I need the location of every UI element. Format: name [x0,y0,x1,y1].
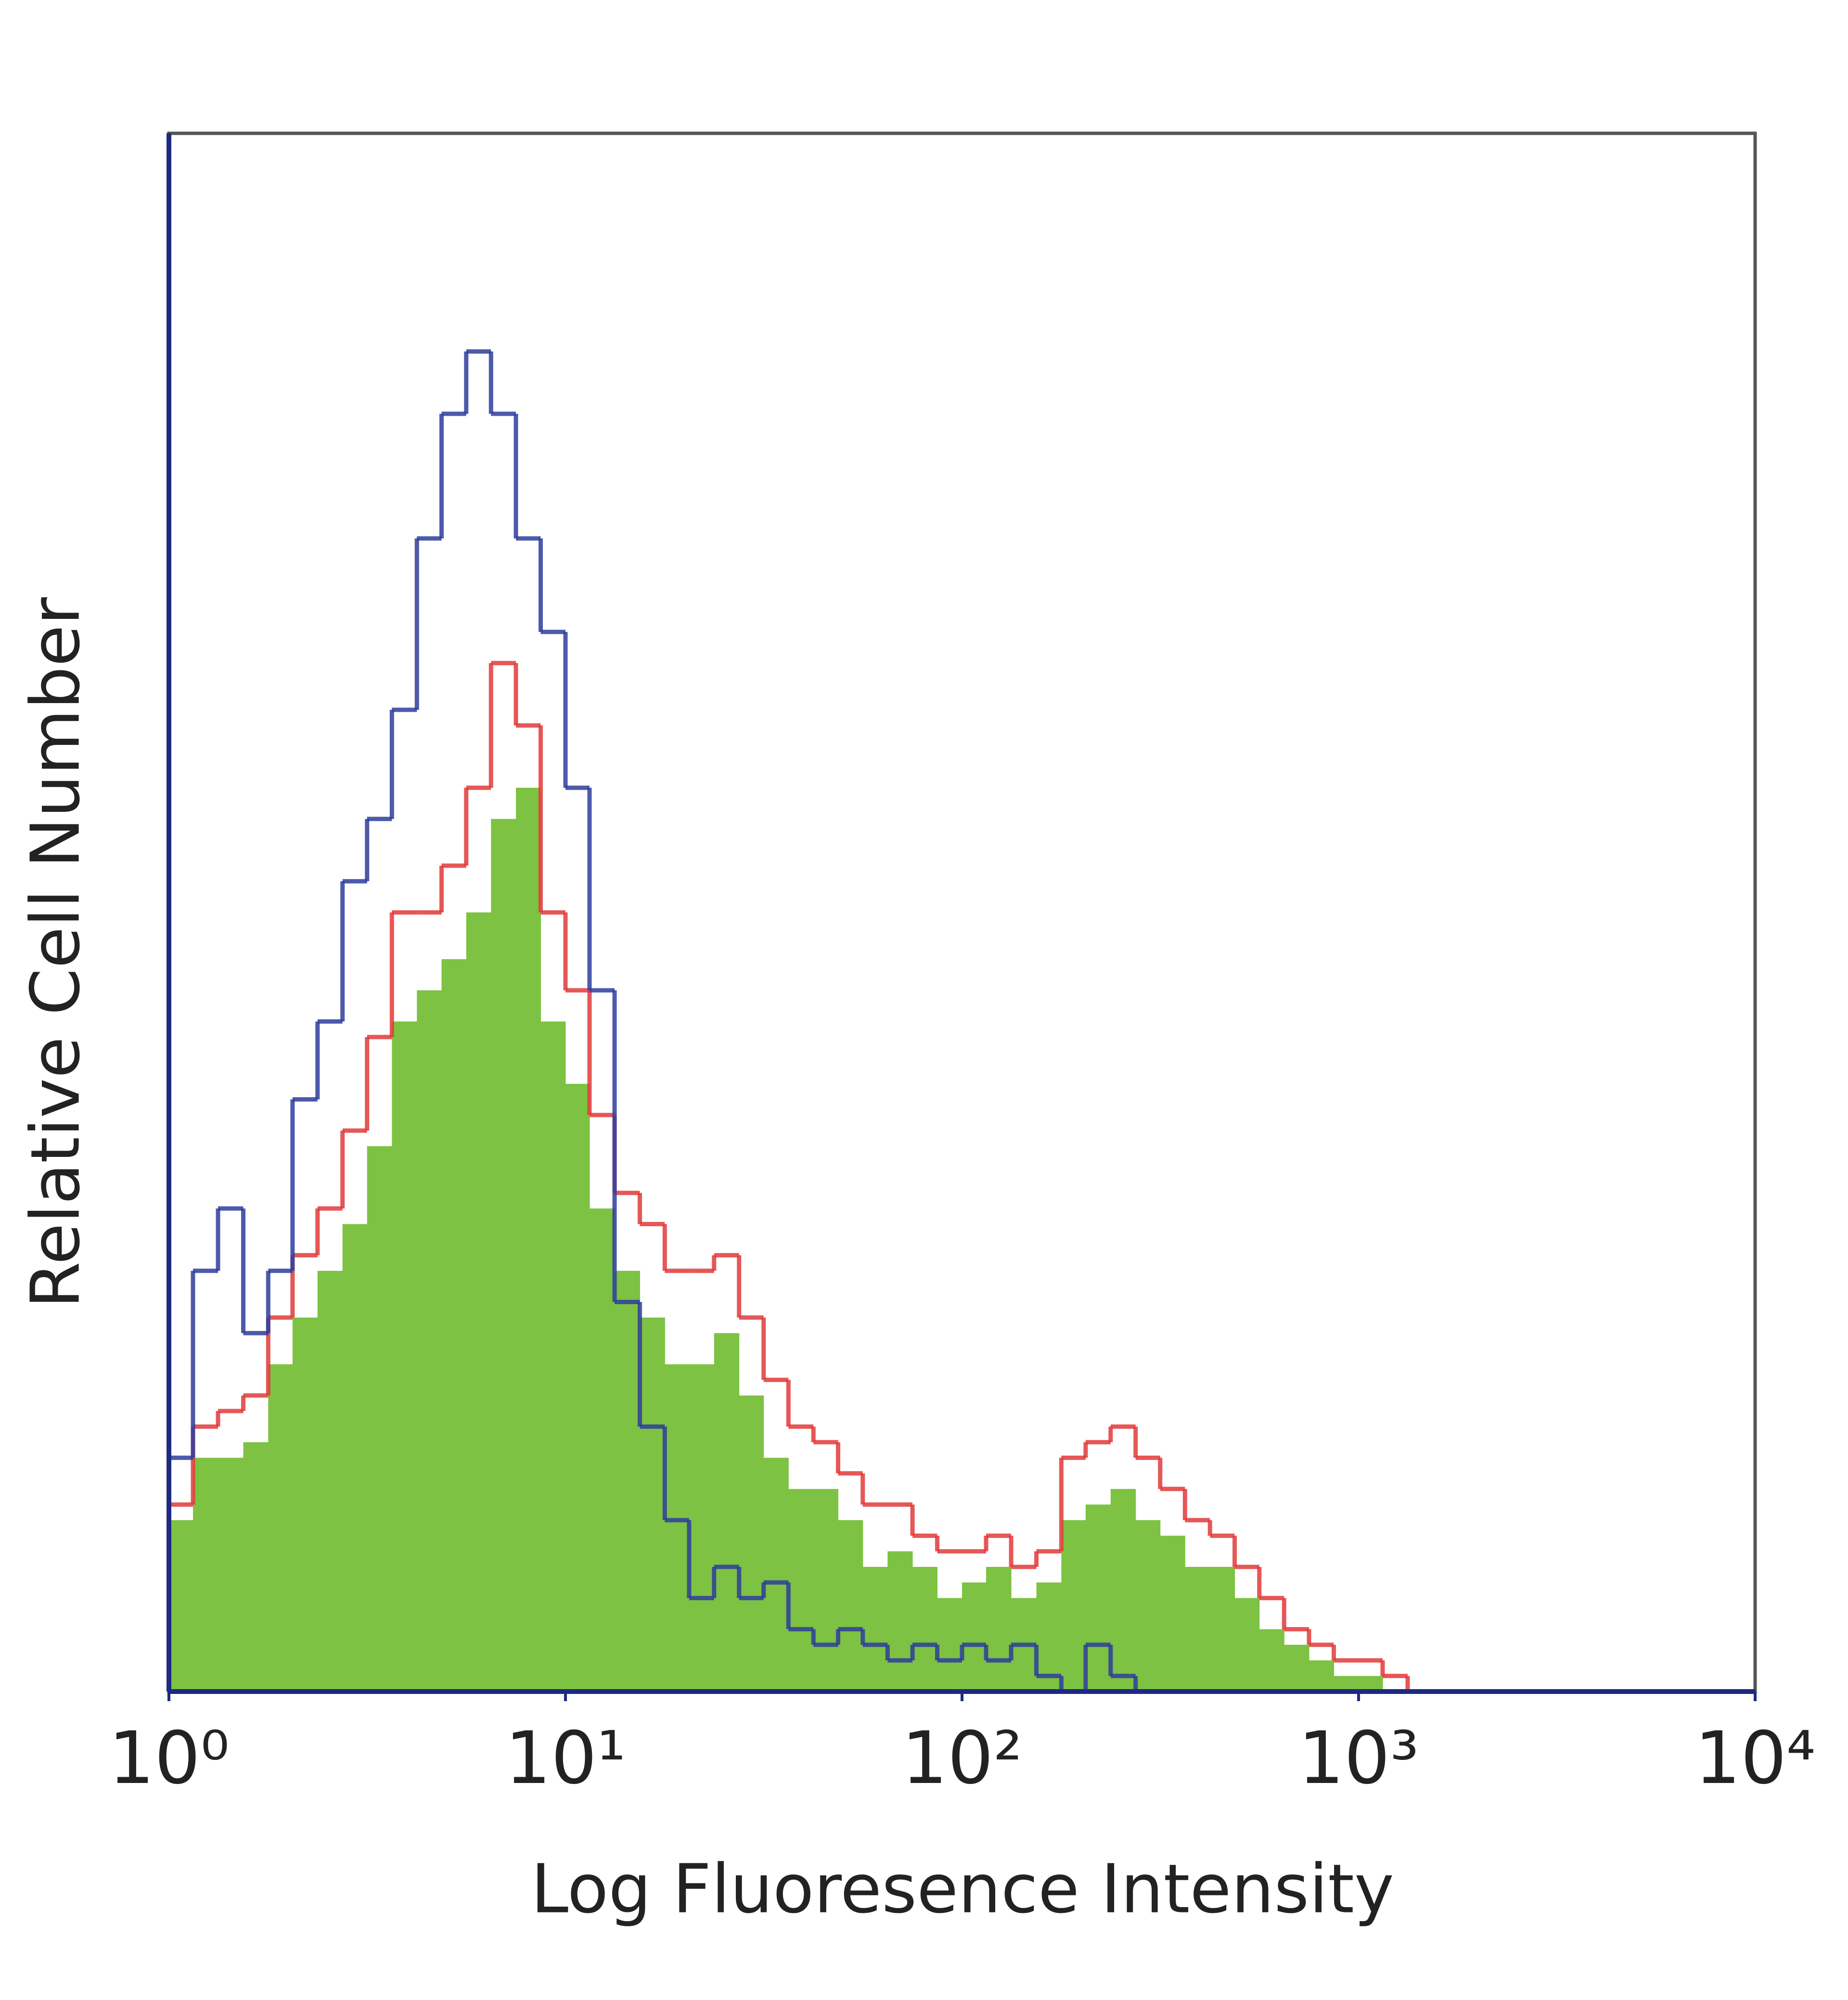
histogram-bar [665,1364,690,1692]
histogram-bar [243,1442,269,1692]
histogram-bar [912,1566,938,1692]
histogram-bar [1284,1644,1309,1692]
histogram-bar [962,1582,987,1692]
histogram-bar [317,1270,343,1692]
histogram-bar [268,1364,293,1692]
histogram-bar [367,1146,392,1692]
histogram-bar [392,1021,417,1692]
histogram-bar [491,819,516,1692]
histogram-bar [838,1520,863,1692]
histogram-bar [689,1364,715,1692]
x-tick-label: 10² [901,1717,1022,1800]
histogram-bar [615,1270,641,1692]
x-tick-label: 10⁰ [108,1717,229,1800]
histogram-bar [540,1021,566,1692]
histogram-bar [466,912,491,1692]
histogram-bar [1210,1566,1235,1692]
histogram-bar [516,787,541,1692]
histogram-bar [788,1489,814,1692]
histogram-bar [417,990,442,1692]
histogram-bar [937,1598,962,1692]
histogram-bar [813,1489,839,1692]
histogram-bar [887,1551,913,1692]
histogram-bar [1085,1504,1111,1692]
histogram-bar [1309,1660,1335,1692]
y-axis-label: Relative Cell Number [17,597,95,1308]
histogram-bar [1334,1676,1359,1692]
histogram-bar [1061,1520,1086,1692]
histogram-bar [862,1566,888,1692]
histogram-bar [1259,1629,1284,1692]
x-tick-label: 10¹ [505,1717,626,1800]
histogram-bar [441,959,467,1692]
histogram-bar [590,1208,615,1692]
histogram-bar [763,1458,789,1692]
histogram-bar [1359,1676,1383,1692]
histogram-bar [218,1458,244,1692]
histogram-bar [169,1520,193,1692]
x-tick-label: 10³ [1298,1717,1419,1800]
histogram-bar [1234,1598,1260,1692]
x-axis-label: Log Fluoresence Intensity [531,1850,1394,1929]
histogram-bar [193,1458,218,1692]
histogram-bar [986,1566,1012,1692]
histogram-bar [739,1395,764,1692]
histogram-bar [565,1084,590,1692]
histogram-bar [640,1317,665,1692]
histogram-bar [1036,1582,1062,1692]
histogram-bar [1185,1566,1210,1692]
histogram-bar [1135,1520,1161,1692]
histogram-bar [342,1224,368,1692]
histogram-bar [292,1317,318,1692]
histogram-bar [714,1333,740,1692]
histogram-bar [1160,1536,1185,1692]
histogram-bar [1110,1489,1136,1692]
x-tick-label: 10⁴ [1694,1717,1815,1800]
